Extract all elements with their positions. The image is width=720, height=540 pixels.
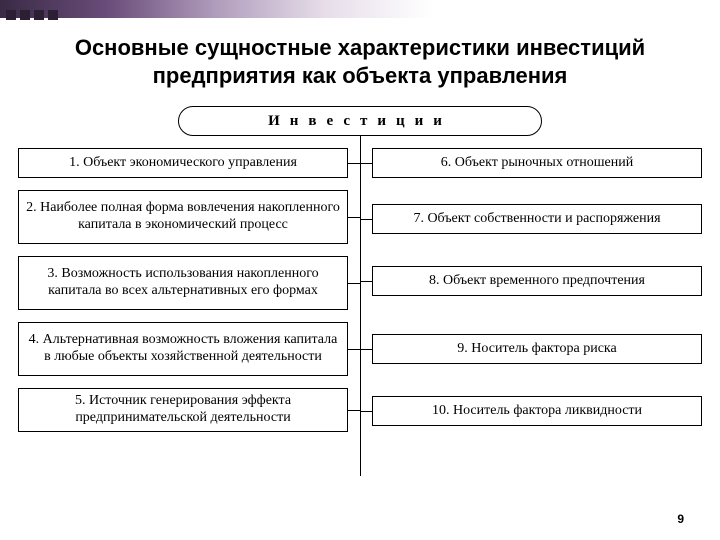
right-connector-5 [360,411,372,412]
right-connector-3 [360,281,372,282]
right-box-3: 8. Объект временного предпочтения [372,266,702,296]
left-box-4: 4. Альтернативная возможность вложения к… [18,322,348,376]
left-box-1: 1. Объект экономического управления [18,148,348,178]
right-box-2: 7. Объект собственности и распоряжения [372,204,702,234]
left-connector-4 [348,349,360,350]
vertical-spine [360,136,361,476]
right-box-5: 10. Носитель фактора ликвидности [372,396,702,426]
deco-square [6,10,16,20]
left-box-5: 5. Источник генерирования эффекта предпр… [18,388,348,432]
page-number: 9 [677,512,684,526]
left-connector-2 [348,217,360,218]
left-connector-5 [348,410,360,411]
slide-title: Основные сущностные характеристики инвес… [30,34,690,89]
deco-square [48,10,58,20]
left-box-2: 2. Наиболее полная форма вовлечения нако… [18,190,348,244]
right-box-1: 6. Объект рыночных отношений [372,148,702,178]
left-connector-1 [348,163,360,164]
left-connector-3 [348,283,360,284]
left-box-3: 3. Возможность использования накопленног… [18,256,348,310]
gradient-bar [0,0,720,18]
center-oval: Инвестиции [178,106,542,136]
right-connector-1 [360,163,372,164]
diagram-container: Инвестиции 1. Объект экономического упра… [18,106,702,496]
top-decoration [0,0,720,24]
right-connector-2 [360,219,372,220]
right-connector-4 [360,349,372,350]
deco-square [34,10,44,20]
deco-square [20,10,30,20]
right-box-4: 9. Носитель фактора риска [372,334,702,364]
